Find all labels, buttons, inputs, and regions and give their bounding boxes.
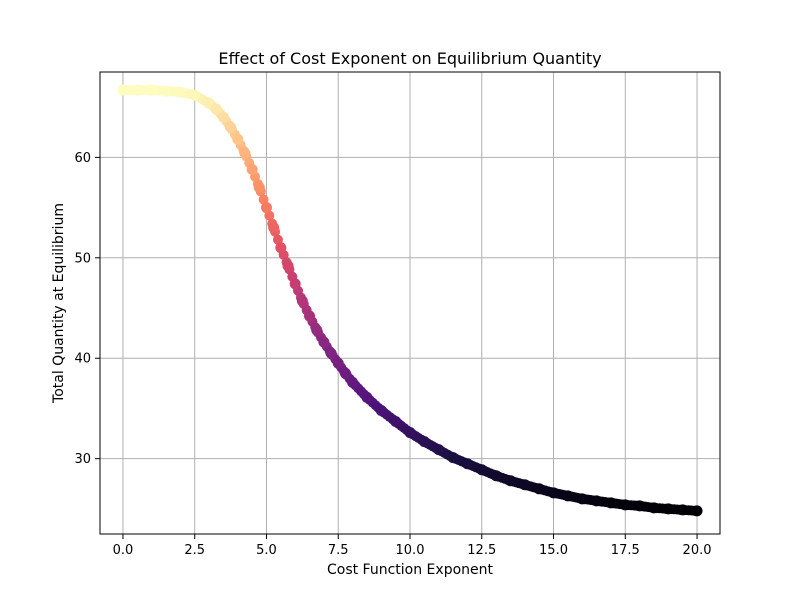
y-axis-label: Total Quantity at Equilibrium xyxy=(51,203,67,404)
data-point xyxy=(476,464,488,476)
scatter-point xyxy=(264,210,275,221)
data-point xyxy=(504,475,516,487)
data-point xyxy=(677,504,689,516)
x-tick-label: 10.0 xyxy=(396,543,425,558)
data-point xyxy=(318,336,330,348)
data-point xyxy=(619,499,631,511)
data-point xyxy=(189,89,201,101)
data-point xyxy=(361,391,373,403)
y-tick-label: 30 xyxy=(74,452,91,467)
data-point xyxy=(210,103,222,115)
data-point xyxy=(548,487,560,499)
data-point xyxy=(418,436,430,448)
data-point xyxy=(576,493,588,505)
data-point xyxy=(339,367,351,379)
data-point xyxy=(332,357,344,369)
data-point xyxy=(433,444,445,456)
data-point xyxy=(282,260,294,272)
data-point xyxy=(225,121,237,133)
y-tick-label: 50 xyxy=(74,251,91,266)
y-tick-label: 40 xyxy=(74,352,91,367)
data-point xyxy=(461,458,473,470)
data-point xyxy=(275,242,287,254)
data-point xyxy=(268,222,280,234)
data-point xyxy=(691,505,703,517)
data-point xyxy=(519,479,531,491)
data-point xyxy=(174,86,186,98)
data-point xyxy=(447,452,459,464)
chart-title: Effect of Cost Exponent on Equilibrium Q… xyxy=(218,49,601,68)
data-point xyxy=(131,84,143,96)
data-point xyxy=(648,502,660,514)
data-point xyxy=(146,84,158,96)
data-point xyxy=(246,163,258,175)
data-point xyxy=(325,347,337,359)
data-point xyxy=(296,295,308,307)
scatter-point xyxy=(272,234,283,245)
x-tick-label: 20.0 xyxy=(683,543,712,558)
data-point xyxy=(203,97,215,109)
x-tick-label: 12.5 xyxy=(467,543,496,558)
y-tick-label: 60 xyxy=(74,151,91,166)
data-point xyxy=(662,503,674,515)
data-point xyxy=(533,483,545,495)
x-tick-label: 2.5 xyxy=(184,543,205,558)
grid xyxy=(100,72,720,534)
x-tick-label: 0.0 xyxy=(113,543,134,558)
data-point xyxy=(253,182,265,193)
axis-ticks: 0.0 2.5 5.0 7.5 10.0 12.5 15.0 17.5 20.0 30 40 50 60 xyxy=(74,151,711,558)
data-point xyxy=(591,495,603,507)
data-point xyxy=(217,111,229,123)
data-point xyxy=(160,85,172,97)
data-point xyxy=(634,500,646,512)
data-point xyxy=(562,490,574,502)
scatter-point xyxy=(258,194,269,205)
x-tick-label: 7.5 xyxy=(328,543,349,558)
data-point xyxy=(390,416,402,428)
data-point xyxy=(347,376,359,388)
x-tick-label: 5.0 xyxy=(256,543,277,558)
data-point xyxy=(311,324,323,336)
data-point xyxy=(117,84,129,96)
data-point xyxy=(304,310,316,322)
data-point xyxy=(605,497,617,509)
data-point xyxy=(289,278,301,290)
data-point xyxy=(404,427,416,439)
scatter-points xyxy=(117,84,703,517)
data-point xyxy=(232,133,244,145)
x-tick-label: 17.5 xyxy=(611,543,640,558)
x-axis-label: Cost Function Exponent xyxy=(327,562,494,578)
data-point xyxy=(239,147,251,159)
data-point xyxy=(260,202,272,214)
data-point xyxy=(375,404,387,416)
data-point xyxy=(490,470,502,482)
x-tick-label: 15.0 xyxy=(539,543,568,558)
